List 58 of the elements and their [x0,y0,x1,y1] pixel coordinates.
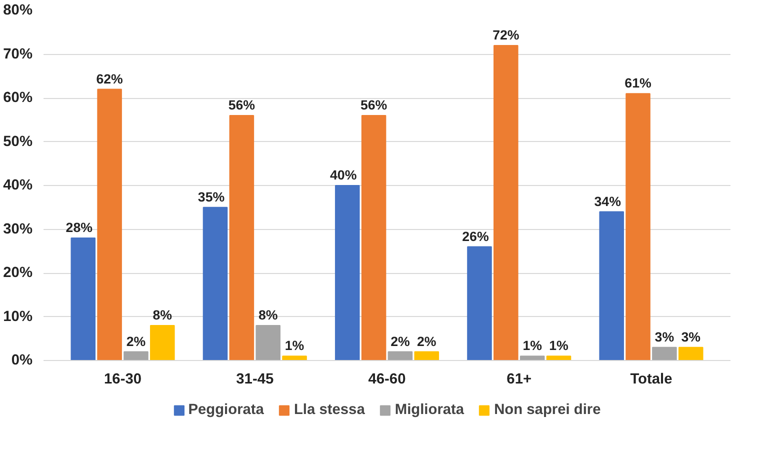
bar [256,325,280,360]
y-tick-label: 60% [3,90,33,106]
bar [652,346,677,360]
data-label: 61% [624,76,652,91]
data-label: 2% [126,334,146,349]
data-label: 40% [330,168,357,182]
data-label: 1% [522,338,542,354]
data-label: 2% [417,334,436,349]
bar [678,346,704,360]
data-label: 35% [198,189,225,204]
bar [546,356,572,360]
bar [282,356,307,360]
data-label: 56% [360,98,388,112]
data-label: 56% [228,98,256,112]
data-label: 62% [96,71,124,86]
bar [626,93,650,360]
bar [520,356,545,360]
x-tick-label: 31-45 [236,372,274,388]
data-label: 8% [258,308,278,322]
x-tick-label: 61+ [506,372,532,388]
bar [70,238,96,360]
data-label: 3% [681,329,701,344]
y-tick-label: 50% [3,134,33,150]
x-tick-label: 46-60 [368,372,406,388]
bar [229,115,254,360]
legend-label: Peggiorata [188,402,264,418]
bar [388,351,413,360]
bar [599,211,624,360]
bar [414,351,440,360]
data-label: 2% [390,334,410,349]
bar [334,185,360,360]
legend-label: Lla stessa [294,402,365,418]
y-tick-label: 80% [3,2,33,18]
data-label: 72% [492,28,520,42]
legend-label: Non saprei dire [494,402,601,418]
y-tick-label: 40% [3,178,33,194]
bar [150,325,175,360]
data-label: 34% [594,194,622,209]
data-label: 8% [152,308,172,322]
y-tick-label: 0% [11,352,33,368]
y-tick-label: 30% [3,221,33,238]
bar [124,351,148,360]
bar [467,246,492,360]
bar [97,88,122,360]
x-tick-label: Totale [630,372,672,388]
legend-label: Migliorata [394,402,464,418]
data-label: 1% [549,338,569,354]
y-tick-label: 70% [3,46,33,62]
bar [361,115,386,360]
data-label: 3% [654,329,674,344]
bar [494,45,518,360]
data-label: 28% [66,220,93,235]
data-label: 1% [284,338,304,354]
bar [202,206,228,360]
data-label: 26% [462,228,489,244]
y-tick-label: 20% [3,265,33,281]
x-tick-label: 16-30 [104,372,142,388]
y-tick-label: 10% [3,308,33,325]
